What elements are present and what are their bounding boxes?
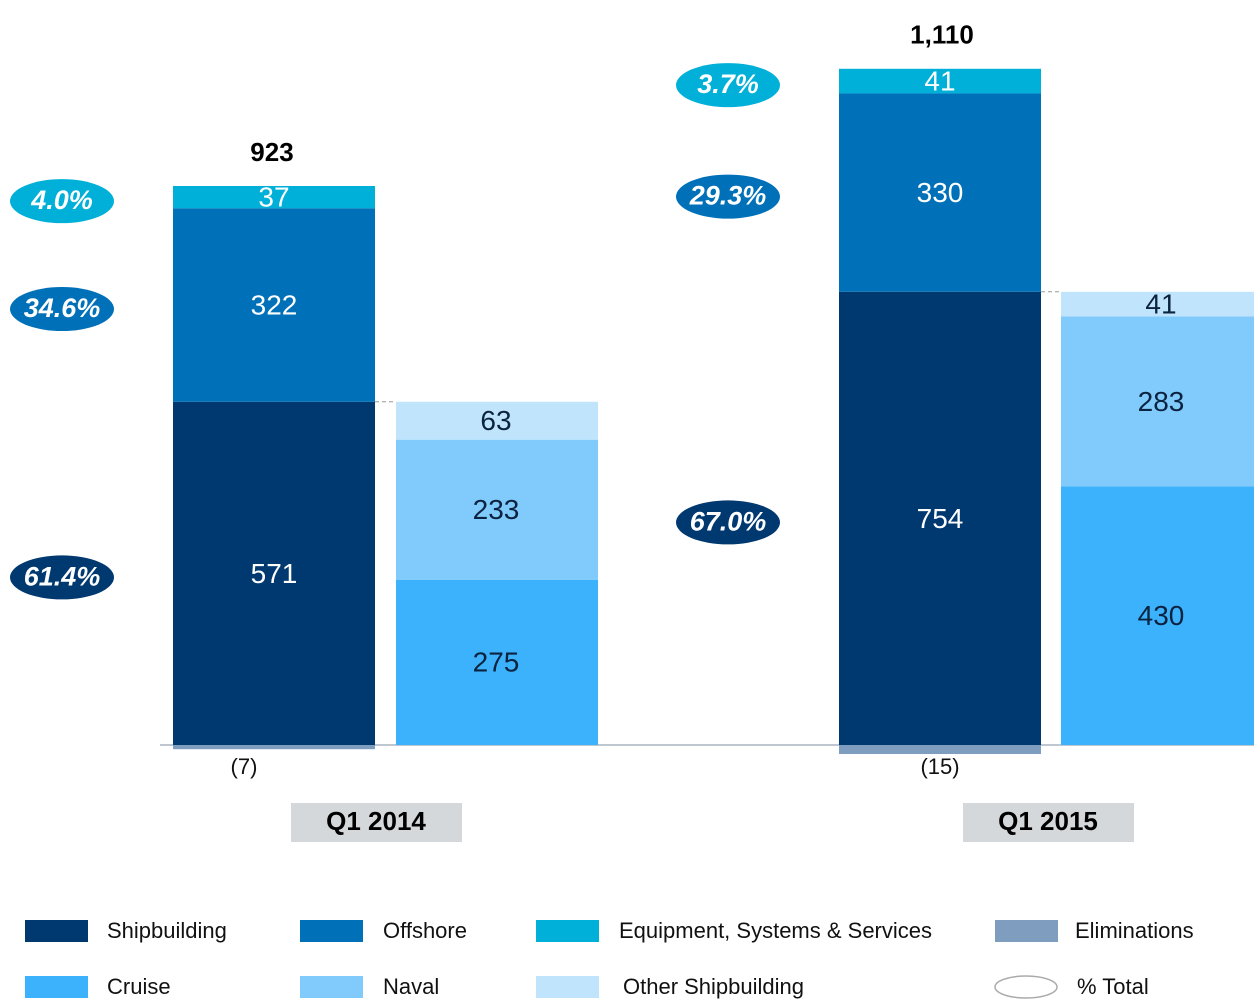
breakdown-segment	[1061, 486, 1254, 745]
share-bubble	[10, 179, 114, 224]
value-label: 41	[1145, 289, 1176, 320]
total-label: 1,110	[910, 20, 974, 50]
breakdown-segment	[1061, 291, 1254, 317]
bar-segment	[173, 745, 375, 750]
value-label: (15)	[920, 754, 959, 779]
breakdown-segment	[396, 401, 598, 440]
bar-segment	[173, 208, 375, 402]
value-label: 330	[917, 177, 964, 208]
value-label: 754	[917, 503, 964, 534]
category-box	[963, 803, 1134, 842]
legend-swatch	[300, 976, 363, 998]
total-label: 923	[250, 137, 293, 167]
share-label: 29.3%	[689, 181, 767, 211]
value-label: 63	[480, 405, 511, 436]
bar-segment	[839, 745, 1041, 755]
share-label: 4.0%	[30, 185, 93, 215]
value-label: 571	[251, 558, 298, 589]
value-label: 283	[1138, 386, 1185, 417]
share-bubble	[676, 63, 780, 108]
bar-segment	[173, 401, 375, 745]
value-label: 37	[258, 182, 289, 213]
value-label: 322	[251, 289, 298, 320]
share-label: 34.6%	[24, 293, 101, 323]
legend-label: Naval	[383, 974, 439, 999]
value-label: (7)	[231, 754, 258, 779]
legend-swatch	[995, 920, 1058, 942]
bar-segment	[839, 291, 1041, 745]
value-label: 233	[473, 494, 520, 525]
bar-segment	[839, 93, 1041, 292]
legend-label: Shipbuilding	[107, 918, 227, 943]
share-label: 67.0%	[690, 507, 767, 537]
bar-segment	[839, 68, 1041, 94]
breakdown-segment	[1061, 316, 1254, 487]
share-bubble	[10, 287, 114, 332]
legend-swatch	[994, 975, 1058, 999]
share-label: 3.7%	[697, 69, 759, 99]
legend-label: Other Shipbuilding	[623, 974, 804, 999]
bar-segment	[173, 186, 375, 209]
legend-swatch	[536, 920, 599, 942]
category-label: Q1 2014	[326, 806, 426, 836]
share-label: 61.4%	[24, 562, 101, 592]
category-label: Q1 2015	[998, 806, 1098, 836]
legend-swatch	[25, 976, 88, 998]
legend-label: Cruise	[107, 974, 171, 999]
value-label: 41	[924, 66, 955, 97]
share-bubble	[10, 555, 114, 600]
legend-swatch	[25, 920, 88, 942]
legend-label: % Total	[1077, 974, 1149, 999]
share-bubble	[676, 174, 780, 219]
legend-label: Equipment, Systems & Services	[619, 918, 932, 943]
legend-swatch	[300, 920, 363, 942]
legend-label: Offshore	[383, 918, 467, 943]
category-box	[291, 803, 462, 842]
value-label: 275	[473, 647, 520, 678]
share-bubble	[676, 500, 780, 545]
value-label: 430	[1138, 600, 1185, 631]
legend-label: Eliminations	[1075, 918, 1194, 943]
breakdown-segment	[396, 439, 598, 580]
breakdown-segment	[396, 579, 598, 745]
legend-swatch	[536, 976, 599, 998]
